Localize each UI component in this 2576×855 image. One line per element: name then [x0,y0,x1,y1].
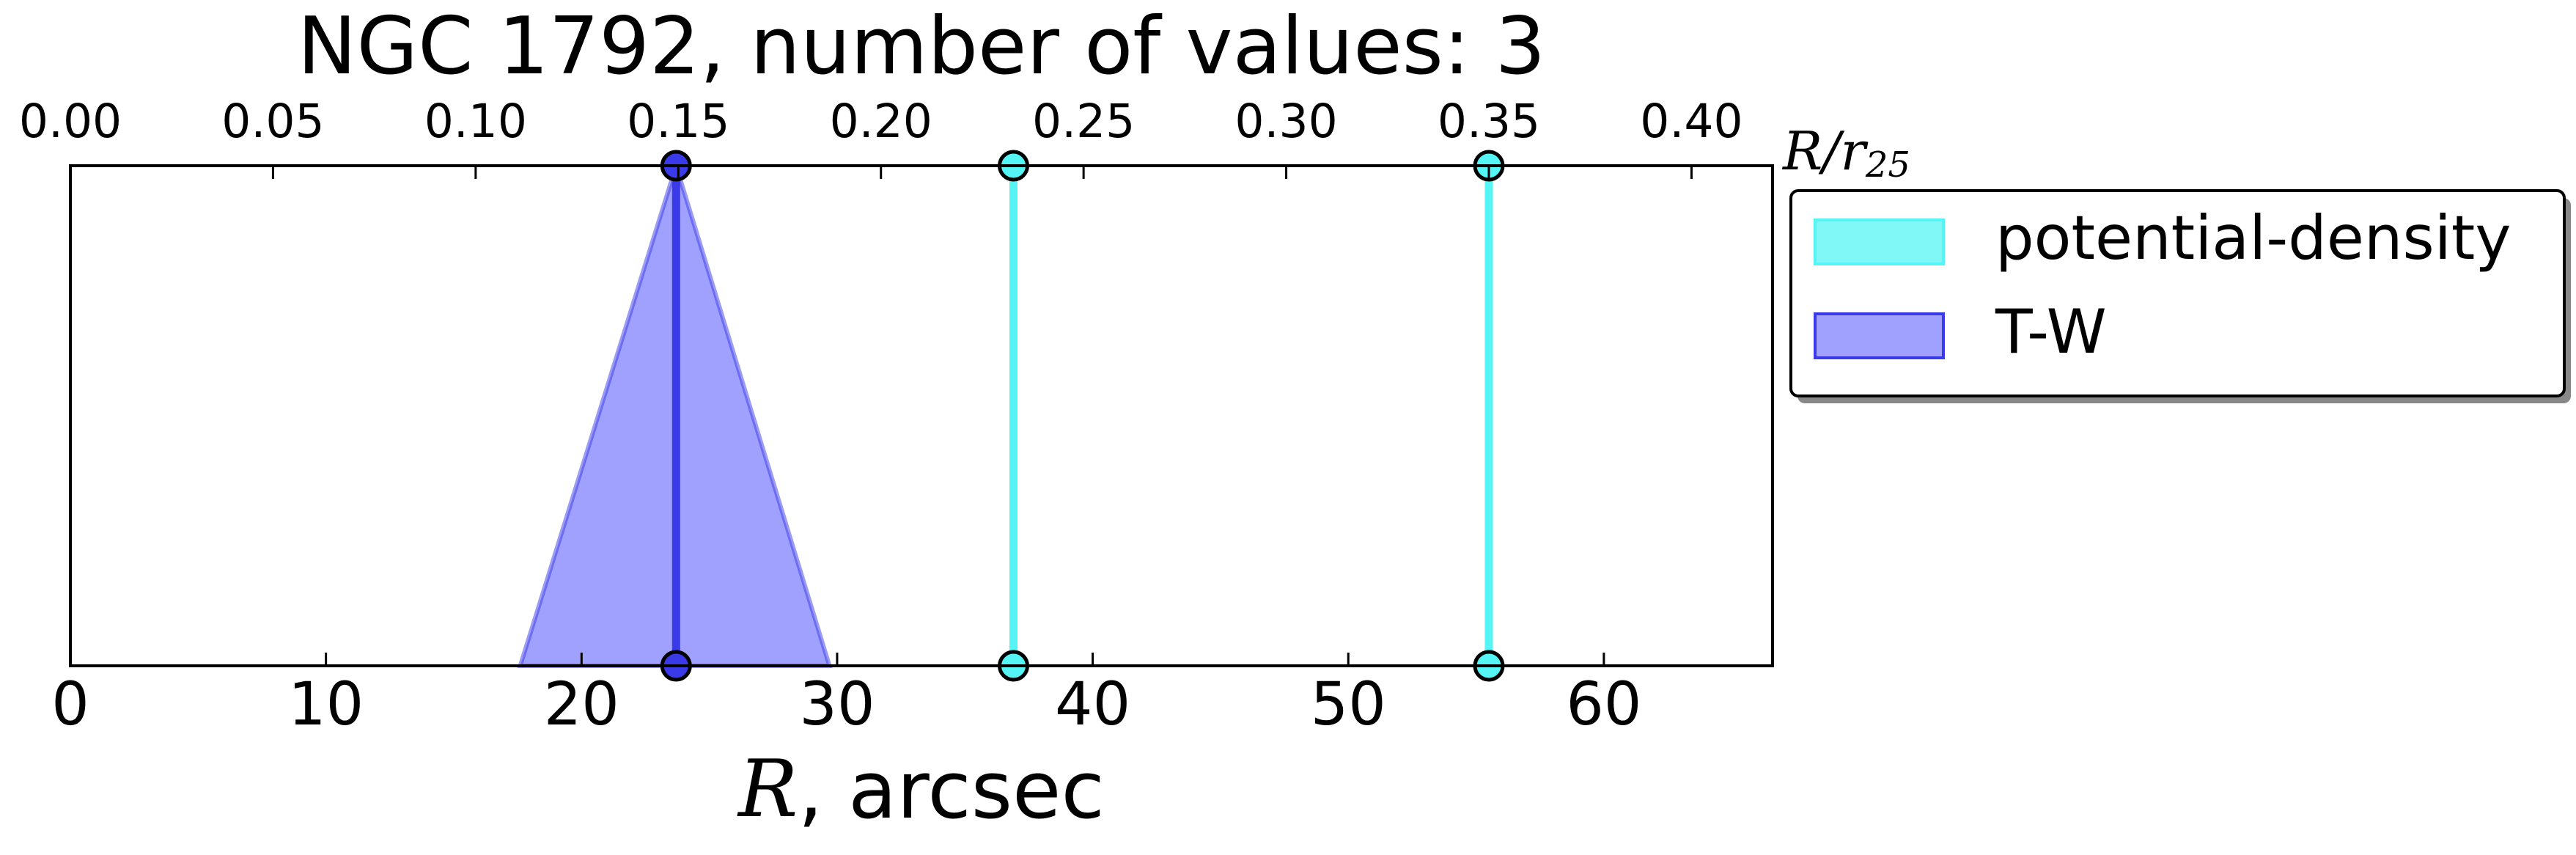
x-label-symbol: R [737,744,798,835]
plot-frame [69,164,1774,667]
x-tick-label: 60 [1566,670,1641,739]
legend: potential-density T-W [1789,189,2571,403]
x2-axis-label: R/r25 [1781,120,1910,186]
chart-title: NGC 1792, number of values: 3 [298,1,1546,92]
legend-label: potential-density [1995,202,2511,274]
x2-tick-label: 0.00 [19,95,122,148]
x2-tick-label: 0.40 [1640,95,1743,148]
legend-label: T-W [1995,296,2107,367]
x2-tick-label: 0.15 [627,95,729,148]
x2-label-sub: 25 [1865,144,1910,186]
x-tick-label: 50 [1311,670,1386,739]
x-axis-label: R, arcsec [737,744,1105,836]
legend-swatch [1814,219,1945,265]
x-tick-label: 30 [799,670,875,739]
x-tick-label: 40 [1055,670,1130,739]
x2-label-symbol: R/r [1781,120,1868,182]
x2-tick-label: 0.35 [1438,95,1540,148]
x2-tick-label: 0.10 [424,95,527,148]
x-tick-label: 0 [51,670,89,739]
legend-box [1789,189,2566,397]
x2-tick-label: 0.25 [1032,95,1135,148]
x2-tick-label: 0.20 [830,95,932,148]
x-label-text: , arcsec [798,745,1104,837]
x2-tick-label: 0.05 [221,95,324,148]
x-tick-label: 10 [288,670,364,739]
x-tick-label: 20 [544,670,619,739]
legend-swatch [1814,312,1945,359]
x2-tick-label: 0.30 [1234,95,1337,148]
